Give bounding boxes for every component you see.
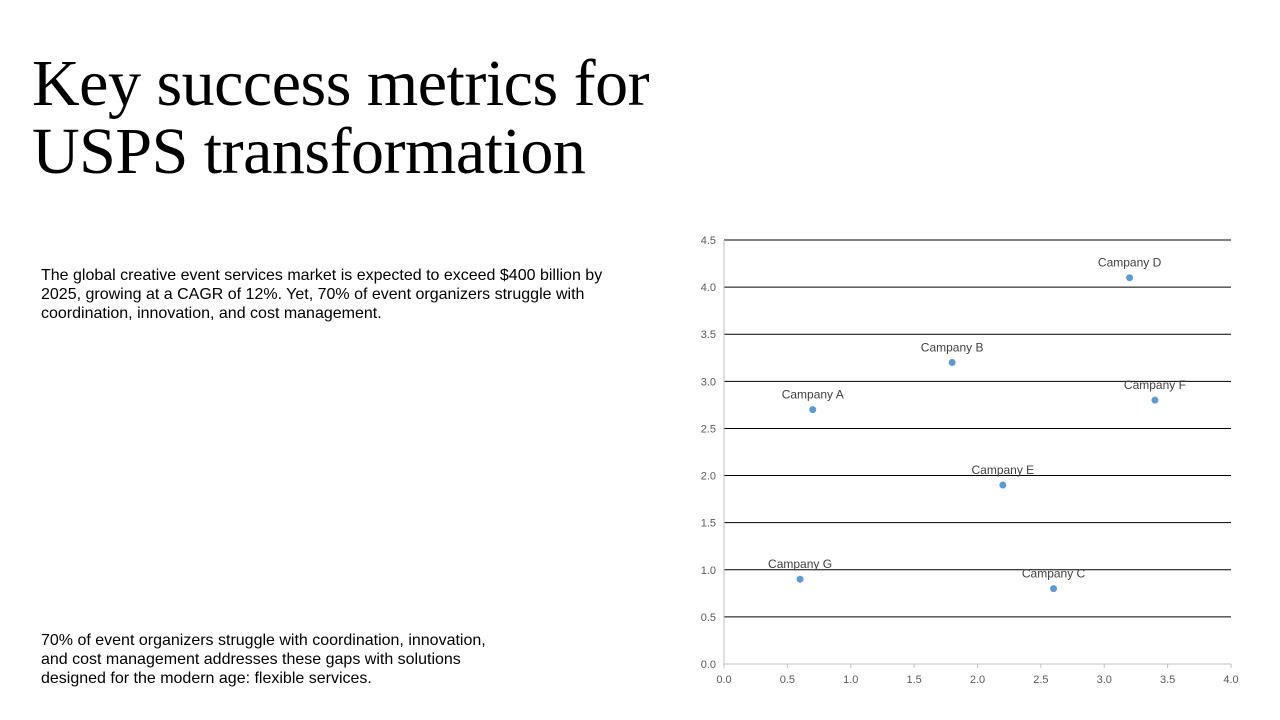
market-paragraph: The global creative event services marke… [41, 267, 603, 322]
y-tick-label-2: 1.0 [701, 565, 716, 577]
data-point-5 [1151, 396, 1159, 404]
y-tick-label-6: 3.0 [701, 376, 716, 388]
y-tick-label-7: 3.5 [701, 329, 716, 341]
slide-title-line-2: USPS transformation [32, 115, 586, 188]
x-tick-label-1: 0.5 [780, 674, 795, 686]
slide-title-line-1: Key success metrics for [32, 47, 650, 120]
y-tick-label-0: 0.0 [701, 659, 716, 671]
solution-paragraph: 70% of event organizers struggle with co… [41, 632, 486, 687]
data-label-4: Campany E [971, 463, 1034, 477]
x-tick-label-2: 1.0 [843, 674, 858, 686]
x-tick-label-0: 0.0 [716, 674, 731, 686]
data-label-6: Campany G [768, 557, 832, 571]
data-point-4 [999, 481, 1007, 489]
data-point-3 [1126, 274, 1134, 282]
y-tick-label-9: 4.5 [701, 235, 716, 247]
data-point-2 [1050, 585, 1058, 593]
data-label-5: Campany F [1124, 378, 1186, 392]
data-label-1: Campany B [921, 340, 984, 354]
x-tick-label-3: 1.5 [906, 674, 921, 686]
data-point-6 [796, 575, 804, 583]
x-tick-label-7: 3.5 [1160, 674, 1175, 686]
tick-labels: 0.0 0.5 1.0 1.5 2.0 2.5 3.0 3.5 4.0 4.5 0.0 0.5 1.0 1… [701, 235, 1239, 686]
y-tick-label-4: 2.0 [701, 471, 716, 483]
x-tick-label-5: 2.5 [1033, 674, 1048, 686]
gridlines [724, 239, 1231, 618]
y-tick-label-1: 0.5 [701, 612, 716, 624]
data-label-0: Campany A [782, 388, 844, 402]
data-label-3: Campany D [1098, 256, 1162, 270]
data-label-2: Campany C [1022, 567, 1086, 581]
slide-title: Key success metrics for USPS transformat… [32, 50, 792, 186]
y-tick-label-8: 4.0 [701, 282, 716, 294]
data-point-0 [809, 406, 817, 414]
data-points: Campany A Campany B Campany C Campany D Camp… [768, 256, 1186, 593]
x-tick-label-6: 3.0 [1097, 674, 1112, 686]
y-tick-label-3: 1.5 [701, 518, 716, 530]
scatter-chart: 0.0 0.5 1.0 1.5 2.0 2.5 3.0 3.5 4.0 4.5 0.0 0.5 1.0 1… [701, 235, 1239, 686]
axes [723, 240, 1232, 668]
y-tick-label-5: 2.5 [701, 423, 716, 435]
x-tick-label-4: 2.0 [970, 674, 985, 686]
x-tick-label-8: 4.0 [1223, 674, 1238, 686]
data-point-1 [948, 358, 956, 366]
